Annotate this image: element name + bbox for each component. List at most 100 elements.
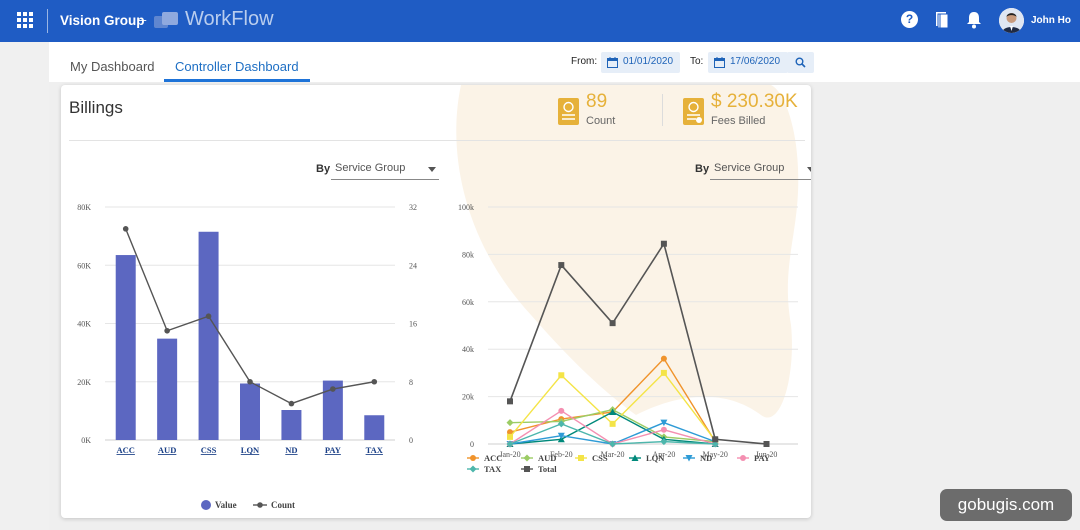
legend-label: Total — [538, 464, 557, 474]
data-point — [506, 440, 514, 448]
background-decoration — [456, 85, 799, 418]
legend-item-pay: PAY — [737, 453, 770, 463]
billings-monthly-line-chart: 0 20k 40k 60k 80k 100k Jan-20 Feb-20 Mar-20 Apr-2… — [458, 203, 798, 474]
to-date-field[interactable]: 17/06/2020 — [708, 52, 788, 73]
fees-billed-value: $ 230.30K — [711, 91, 798, 112]
app-name: WorkFlow — [185, 8, 274, 30]
user-avatar[interactable] — [999, 8, 1024, 33]
series-total — [507, 240, 770, 447]
y-left-tick-label: 20K — [77, 378, 91, 387]
y-tick-label: 20k — [462, 393, 474, 402]
data-point — [507, 429, 513, 436]
legend-label: AUD — [538, 453, 556, 463]
x-tick-label: PAY — [325, 445, 341, 455]
bar — [240, 383, 260, 440]
search-button[interactable] — [787, 52, 814, 73]
data-point — [660, 369, 667, 376]
workflow-logo-icon — [154, 12, 178, 28]
data-point — [558, 262, 565, 269]
count-point — [164, 327, 170, 334]
y-right-tick-label: 8 — [409, 378, 413, 387]
count-point — [330, 386, 336, 392]
y-right-tick-label: 16 — [409, 320, 417, 329]
data-point — [609, 408, 617, 416]
legend-item-total: Total — [521, 464, 557, 474]
to-date-value: 17/06/2020 — [730, 56, 781, 67]
legend-label: PAY — [754, 453, 770, 463]
brand-separator: – — [139, 12, 147, 27]
data-point — [660, 419, 668, 427]
legend-label: ND — [700, 453, 712, 463]
legend-label-count: Count — [271, 500, 295, 510]
data-point — [763, 441, 770, 447]
data-point — [507, 398, 513, 405]
bar — [281, 410, 302, 440]
data-point — [558, 372, 565, 379]
organization-name: Vision Group — [60, 13, 145, 28]
legend-marker-value — [201, 500, 211, 510]
bar — [322, 380, 343, 440]
bar — [115, 255, 136, 440]
x-tick-label: Jan-20 — [499, 450, 520, 459]
bell-icon[interactable] — [965, 10, 983, 29]
count-point — [205, 313, 212, 320]
data-point — [609, 420, 616, 427]
y-left-tick-label: 0K — [81, 436, 91, 445]
y-right-tick-label: 0 — [409, 436, 413, 445]
billings-card: Billings 89 Count $ 230.30K Fees Billed … — [61, 85, 811, 518]
legend-label: LQN — [646, 453, 665, 463]
x-tick-label: ACC — [117, 445, 135, 455]
count-value: 89 — [586, 91, 608, 112]
dashboard-tab-bar: My Dashboard Controller Dashboard From: … — [49, 42, 1080, 82]
legend-label-value: Value — [215, 500, 237, 510]
x-tick-label: Jun-20 — [756, 450, 778, 459]
y-tick-label: 40k — [462, 345, 474, 354]
service-group-select[interactable]: Service Group — [331, 161, 439, 180]
legend-label: CSS — [592, 453, 608, 463]
y-tick-label: 80k — [462, 250, 474, 259]
legend-label: ACC — [484, 453, 502, 463]
card-title: Billings — [69, 98, 123, 117]
service-group-select[interactable]: Service Group — [710, 161, 811, 180]
legend-marker — [470, 455, 476, 461]
y-tick-label: 0 — [470, 440, 474, 449]
legend-marker — [740, 455, 746, 461]
tab-controller-dashboard[interactable]: Controller Dashboard — [175, 59, 299, 74]
count-point — [122, 226, 129, 232]
y-right-tick-label: 32 — [409, 203, 417, 212]
x-tick-label: Feb-20 — [550, 450, 573, 459]
data-point — [609, 320, 616, 327]
help-icon[interactable]: ? — [901, 11, 918, 28]
data-point — [660, 240, 667, 247]
legend-marker — [631, 454, 639, 461]
book-icon[interactable] — [934, 11, 950, 29]
chevron-down-icon — [428, 167, 436, 172]
from-date-field[interactable]: 01/01/2020 — [601, 52, 680, 73]
bar — [157, 338, 178, 440]
left-gutter — [0, 42, 49, 530]
legend-marker-count — [257, 502, 263, 508]
y-right-tick-label: 24 — [409, 261, 417, 270]
search-icon — [795, 57, 806, 68]
data-point — [660, 438, 668, 446]
from-date-value: 01/01/2020 — [623, 56, 674, 67]
user-name[interactable]: John Ho — [1031, 15, 1071, 26]
legend-marker — [523, 454, 531, 462]
data-point — [506, 419, 514, 427]
count-label: Count — [586, 115, 616, 127]
x-tick-label: CSS — [201, 445, 217, 455]
legend-item-acc: ACC — [467, 453, 502, 463]
billings-by-service-group-bar-chart: 0K 20K 40K 60K 80K 0 8 16 24 32 ACC AUD CSS LQN ND PAY T… — [77, 203, 417, 510]
legend-item-tax: TAX — [467, 464, 502, 474]
x-tick-label: LQN — [241, 445, 260, 455]
x-tick-label: Mar-20 — [601, 450, 625, 459]
data-point — [507, 433, 513, 440]
x-tick-label: AUD — [158, 445, 176, 455]
y-tick-label: 100k — [458, 203, 474, 212]
service-group-select-value: Service Group — [335, 162, 406, 174]
apps-grid-icon[interactable] — [17, 12, 33, 28]
data-point — [660, 355, 667, 362]
card-divider — [69, 140, 805, 141]
tab-my-dashboard[interactable]: My Dashboard — [70, 59, 155, 74]
count-point — [371, 378, 378, 385]
